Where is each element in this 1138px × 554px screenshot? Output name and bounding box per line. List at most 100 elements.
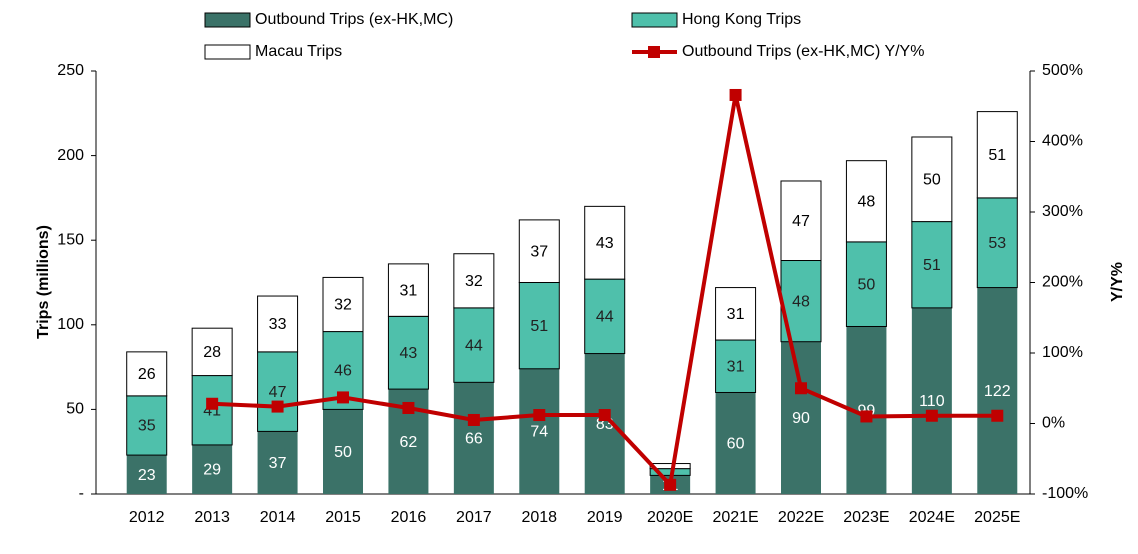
bar-segment [257, 351, 299, 432]
x-tick-label: 2016 [391, 509, 427, 526]
legend-label: Macau Trips [255, 43, 342, 60]
x-tick-label: 2023E [843, 509, 889, 526]
data-label: 50 [923, 172, 941, 189]
bar-segment [845, 241, 887, 327]
data-label: 31 [727, 306, 745, 323]
data-label: 50 [334, 444, 352, 461]
bar-segment [911, 221, 953, 309]
x-tick-label: 2014 [260, 509, 296, 526]
data-label: 37 [269, 455, 287, 472]
y-tick-label: - [79, 485, 84, 502]
y2-tick-label: -100% [1042, 485, 1088, 502]
line-marker [467, 413, 480, 426]
data-label: 23 [138, 467, 156, 484]
bar-segment [519, 368, 560, 494]
y2-tick-label: 100% [1042, 344, 1083, 361]
data-label: 35 [138, 418, 156, 435]
data-label: 110 [919, 393, 945, 410]
legend-swatch [631, 12, 678, 28]
y2-tick-label: 400% [1042, 133, 1083, 150]
x-tick-label: 2012 [129, 509, 165, 526]
bar-segment [715, 392, 756, 494]
legend-label: Outbound Trips (ex-HK,MC) Y/Y% [682, 43, 924, 60]
bar-segment [191, 327, 233, 377]
bar-segment [518, 219, 560, 283]
x-tick-label: 2020E [647, 509, 693, 526]
bar-segment [192, 444, 233, 494]
x-tick-label: 2013 [194, 509, 230, 526]
data-label: 43 [596, 235, 614, 252]
bar-segment [191, 375, 233, 446]
bar-segment [257, 295, 299, 353]
line-marker [598, 409, 611, 422]
line-marker [664, 478, 677, 491]
y2-tick-label: 300% [1042, 203, 1083, 220]
line-marker [925, 409, 938, 422]
data-label: 46 [334, 363, 352, 380]
x-tick-label: 2025E [974, 509, 1020, 526]
data-label: 48 [792, 293, 810, 310]
bar-segment [584, 205, 626, 280]
bar-segment [911, 307, 952, 494]
data-label: 44 [596, 309, 614, 326]
data-label: 32 [334, 297, 352, 314]
data-label: 28 [203, 344, 221, 361]
bar-segment [453, 382, 494, 494]
legend-swatch [648, 46, 660, 58]
data-label: 29 [203, 462, 221, 479]
data-label: 47 [269, 384, 287, 401]
bar-segment [257, 431, 298, 494]
data-label: 62 [400, 434, 418, 451]
y-tick-label: 250 [57, 62, 84, 79]
bar-segment [780, 180, 822, 262]
x-tick-label: 2017 [456, 509, 492, 526]
x-tick-label: 2015 [325, 509, 361, 526]
bar-segment [911, 136, 953, 223]
y-axis-label: Trips (millions) [35, 225, 52, 339]
data-label: 60 [727, 435, 745, 452]
line-marker [271, 400, 284, 413]
bar-segment [845, 160, 887, 243]
y-tick-label: 200 [57, 147, 84, 164]
data-label: 90 [792, 410, 810, 427]
bar-segment [387, 263, 429, 317]
y2-tick-label: 200% [1042, 274, 1083, 291]
x-tick-label: 2022E [778, 509, 824, 526]
legend-swatch [204, 12, 251, 28]
y-tick-label: 100 [57, 316, 84, 333]
data-label: 74 [530, 424, 548, 441]
data-label: 50 [858, 276, 876, 293]
x-tick-label: 2021E [712, 509, 758, 526]
bar-segment [126, 395, 168, 456]
legend-swatch [204, 44, 251, 60]
data-label: 122 [984, 383, 1011, 400]
line-marker [206, 397, 219, 410]
bar-segment [584, 278, 626, 355]
y2-axis-label: Y/Y% [1109, 262, 1126, 302]
data-label: 48 [858, 194, 876, 211]
data-label: 32 [465, 273, 483, 290]
line-marker [533, 409, 546, 422]
bar-segment [584, 353, 625, 494]
data-label: 31 [400, 282, 418, 299]
y-tick-label: 50 [66, 401, 84, 418]
data-label: 44 [465, 337, 483, 354]
data-label: 51 [530, 318, 548, 335]
y-tick-label: 150 [57, 231, 84, 248]
data-label: 47 [792, 213, 810, 230]
y2-tick-label: 500% [1042, 62, 1083, 79]
bar-segment [322, 276, 364, 333]
data-label: 51 [988, 147, 1006, 164]
data-label: 37 [530, 243, 548, 260]
bar-segment [126, 455, 167, 494]
data-label: 53 [988, 235, 1006, 252]
line-marker [337, 391, 349, 404]
legend-label: Outbound Trips (ex-HK,MC) [255, 11, 453, 28]
x-tick-label: 2024E [909, 509, 955, 526]
bar-segment [976, 197, 1018, 289]
x-tick-label: 2018 [521, 509, 557, 526]
bar-segment [781, 341, 821, 494]
data-label: 26 [138, 366, 156, 383]
bar-segment [715, 287, 757, 341]
